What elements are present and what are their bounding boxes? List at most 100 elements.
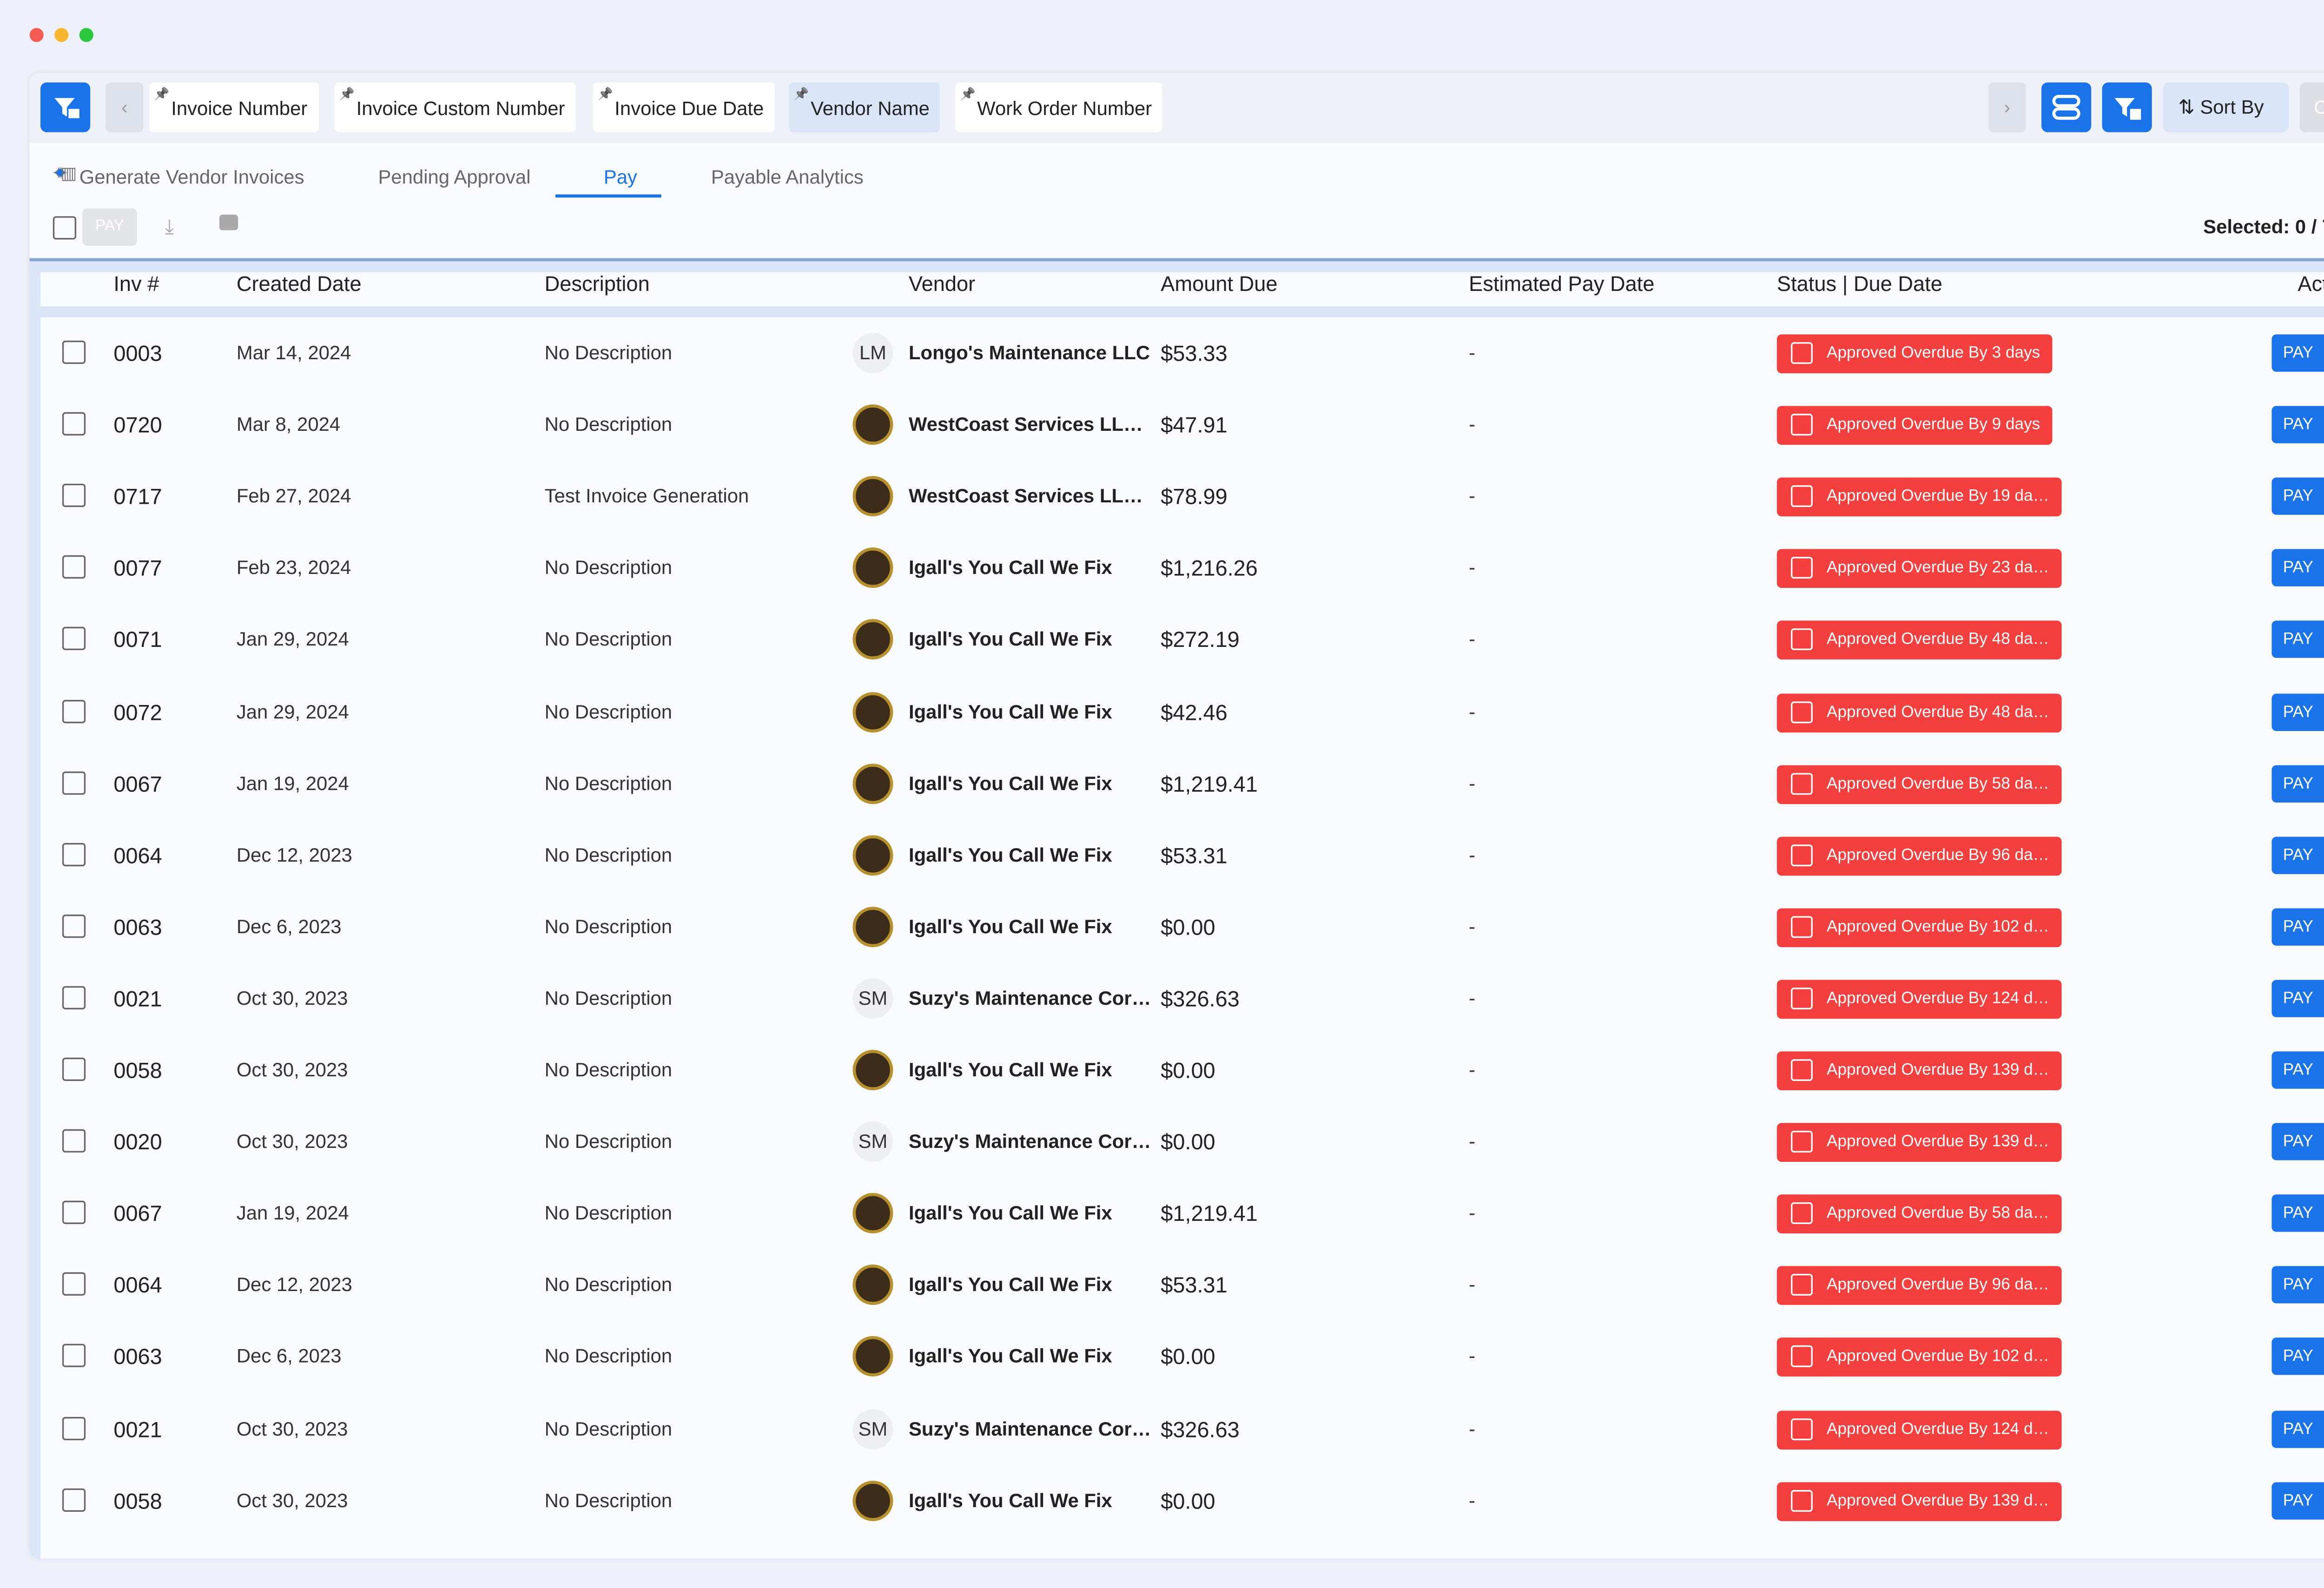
pay-button[interactable]: PAY: [2271, 621, 2324, 659]
row-checkbox[interactable]: [62, 1344, 86, 1368]
scroll-left[interactable]: ‹: [106, 82, 143, 132]
pay-button[interactable]: PAY: [2271, 1123, 2324, 1160]
created-date: Feb 23, 2024: [237, 553, 351, 584]
sort-button[interactable]: ⇅ Sort By: [2163, 82, 2289, 132]
description: No Description: [545, 1485, 672, 1516]
status-badge: Approved Overdue By 23 da…: [1777, 549, 2062, 588]
inv-number: 0072: [113, 696, 162, 727]
row-checkbox[interactable]: [62, 412, 86, 435]
filter-chip[interactable]: Invoice Due Date📌: [593, 82, 774, 132]
pay-date: -: [1469, 624, 1475, 655]
pay-date: -: [1469, 1270, 1475, 1301]
print-icon[interactable]: [219, 215, 238, 230]
row-checkbox[interactable]: [62, 1273, 86, 1296]
row-checkbox[interactable]: [62, 914, 86, 937]
vendor-name: WestCoast Services LL…: [909, 409, 1143, 441]
clear-button[interactable]: Clear (0): [2300, 82, 2324, 132]
filter-add-button[interactable]: [2102, 82, 2152, 132]
pay-button[interactable]: PAY: [2271, 1195, 2324, 1232]
vendor-name: Igall's You Call We Fix: [909, 696, 1112, 727]
amount-due: $0.00: [1161, 1126, 1215, 1157]
vendor-name: Igall's You Call We Fix: [909, 839, 1112, 870]
description: No Description: [545, 553, 672, 584]
row-checkbox[interactable]: [62, 556, 86, 579]
pay-date: -: [1469, 696, 1475, 727]
inv-number: 0720: [113, 409, 162, 441]
pay-button[interactable]: PAY: [2271, 1410, 2324, 1447]
filter-button[interactable]: [40, 82, 90, 132]
vendor-avatar: [852, 835, 893, 875]
pay-button[interactable]: PAY: [2271, 908, 2324, 945]
columns-button[interactable]: [2041, 82, 2091, 132]
pay-button[interactable]: PAY: [2271, 836, 2324, 873]
pay-date: -: [1469, 1341, 1475, 1372]
pay-button[interactable]: PAY: [2271, 1051, 2324, 1088]
sort-label: Sort By: [2200, 96, 2264, 118]
pay-button[interactable]: PAY: [2271, 1338, 2324, 1375]
row-checkbox[interactable]: [62, 1416, 86, 1439]
column-header: Created Date: [237, 272, 362, 296]
calendar-icon: [1791, 772, 1813, 794]
filter-chip[interactable]: Invoice Custom Number📌: [335, 82, 576, 132]
window: ‹ › ⇅ Sort By Clear (0) PAY ⤓ Selected: …: [30, 73, 2324, 1558]
description: No Description: [545, 983, 672, 1014]
inv-number: 0067: [113, 1198, 162, 1229]
column-header: Description: [545, 272, 650, 296]
pay-button[interactable]: PAY: [2271, 1482, 2324, 1519]
calendar-icon: [1791, 1489, 1813, 1511]
description: No Description: [545, 1413, 672, 1444]
pay-button[interactable]: PAY: [2271, 693, 2324, 730]
pay-button[interactable]: PAY: [2271, 1266, 2324, 1304]
vendor-avatar: [852, 476, 893, 517]
pay-date: -: [1469, 409, 1475, 441]
pay-date: -: [1469, 1413, 1475, 1444]
filter-chip[interactable]: Invoice Number📌: [149, 82, 318, 132]
tab[interactable]: Pending Approval: [378, 154, 530, 204]
pin-icon: 📌: [154, 73, 169, 121]
row-checkbox[interactable]: [62, 1488, 86, 1511]
row-checkbox[interactable]: [62, 484, 86, 507]
filter-chip[interactable]: Work Order Number📌: [955, 82, 1162, 132]
row-checkbox[interactable]: [62, 1201, 86, 1224]
inv-number: 0067: [113, 768, 162, 799]
pay-button[interactable]: PAY: [2271, 549, 2324, 586]
bulk-pay[interactable]: PAY: [82, 208, 137, 245]
pay-button[interactable]: PAY: [2271, 980, 2324, 1017]
vendor-avatar: [852, 404, 893, 445]
vendor-avatar: [852, 906, 893, 947]
vendor-name: Igall's You Call We Fix: [909, 1270, 1112, 1301]
amount-due: $0.00: [1161, 1341, 1215, 1372]
pay-button[interactable]: PAY: [2271, 335, 2324, 372]
inv-number: 0058: [113, 1054, 162, 1086]
filter-chip[interactable]: Vendor Name📌: [789, 82, 940, 132]
description: No Description: [545, 409, 672, 441]
pay-button[interactable]: PAY: [2271, 478, 2324, 515]
row-checkbox[interactable]: [62, 1129, 86, 1153]
scroll-right[interactable]: ›: [1988, 82, 2026, 132]
download-icon[interactable]: ⤓: [165, 215, 174, 240]
select-all[interactable]: [53, 216, 76, 239]
row-checkbox[interactable]: [62, 771, 86, 794]
status-badge: Approved Overdue By 96 da…: [1777, 836, 2062, 875]
column-header: Inv #: [113, 272, 159, 296]
column-header: Actions: [2298, 272, 2324, 296]
pay-button[interactable]: PAY: [2271, 406, 2324, 443]
calendar-icon: [1791, 557, 1813, 579]
calendar-icon: [1791, 1346, 1813, 1368]
row-checkbox[interactable]: [62, 699, 86, 722]
pay-button[interactable]: PAY: [2271, 764, 2324, 802]
tab[interactable]: Pay: [604, 154, 637, 204]
row-checkbox[interactable]: [62, 986, 86, 1009]
vendor-avatar: [852, 1050, 893, 1090]
inv-number: 0020: [113, 1126, 162, 1157]
row-checkbox[interactable]: [62, 341, 86, 364]
row-checkbox[interactable]: [62, 627, 86, 651]
vendor-name: Suzy's Maintenance Cor…: [909, 1126, 1151, 1157]
tab[interactable]: Generate Vendor Invoices: [79, 154, 304, 204]
tab-icon: ▥: [61, 163, 77, 184]
row-checkbox[interactable]: [62, 843, 86, 866]
description: No Description: [545, 337, 672, 369]
tab[interactable]: Payable Analytics: [711, 154, 864, 204]
row-checkbox[interactable]: [62, 1058, 86, 1081]
calendar-icon: [1791, 701, 1813, 723]
